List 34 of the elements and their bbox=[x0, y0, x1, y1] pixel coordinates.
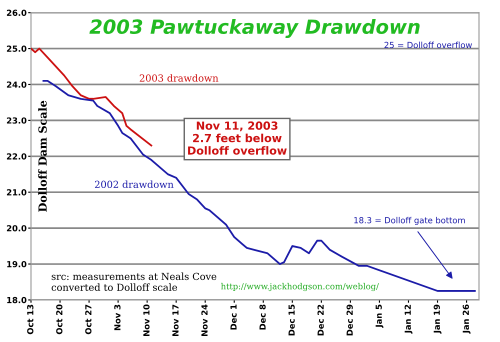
x-tick-label: Oct 13 bbox=[27, 304, 34, 334]
chart-title: 2003 Pawtuckaway Drawdown bbox=[89, 18, 420, 38]
annotation: Nov 11, 2003 2.7 feet below Dolloff overflow bbox=[188, 121, 287, 155]
x-tick-label: Jan 26 bbox=[462, 304, 471, 334]
y-tick-label: 22.0 bbox=[6, 153, 26, 160]
annotation: 25 = Dolloff overflow bbox=[384, 42, 472, 48]
x-tick-label: Jan 5 bbox=[376, 304, 384, 328]
series-label: 2002 drawdown bbox=[94, 180, 174, 188]
x-tick-label: Dec 29 bbox=[346, 304, 353, 336]
annotation: 18.3 = Dolloff gate bottom bbox=[354, 216, 465, 225]
text: 2003 drawdown bbox=[140, 74, 218, 82]
x-tick-label: Oct 27 bbox=[85, 304, 92, 334]
x-tick-label: Nov 17 bbox=[172, 304, 179, 336]
x-tick-label: Dec 22 bbox=[317, 304, 324, 336]
x-tick-label: Dec 15 bbox=[288, 304, 295, 336]
y-tick-label: 24.0 bbox=[6, 81, 26, 88]
y-tick-label: 20.0 bbox=[6, 225, 26, 232]
y-tick-label: 21.0 bbox=[6, 189, 26, 196]
y-tick-label: 26.0 bbox=[6, 10, 26, 16]
y-axis-title: Dolloff Dam Scale bbox=[38, 100, 47, 212]
y-tick-label: 18.0 bbox=[7, 296, 26, 304]
x-tick-label: Nov 24 bbox=[201, 304, 208, 336]
x-tick-label: Jan 19 bbox=[434, 304, 442, 334]
y-tick-label: 25.0 bbox=[6, 46, 26, 52]
x-tick-label: Dec 8 bbox=[259, 304, 266, 330]
y-tick-label: 19.0 bbox=[7, 261, 26, 268]
x-tick-label: Nov 10 bbox=[143, 304, 150, 336]
x-tick-label: Oct 20 bbox=[56, 304, 62, 334]
x-tick-label: Dec 1 bbox=[230, 304, 237, 330]
annotation: src: measurements at Neals Cove converted to Dolloff scale bbox=[52, 272, 216, 291]
x-tick-label: Jan 12 bbox=[404, 304, 412, 334]
annotation: http://www.jackhodgson.com/weblog/ bbox=[221, 282, 379, 292]
y-tick-label: 23.0 bbox=[6, 117, 26, 124]
x-tick-label: Nov 3 bbox=[114, 304, 121, 330]
